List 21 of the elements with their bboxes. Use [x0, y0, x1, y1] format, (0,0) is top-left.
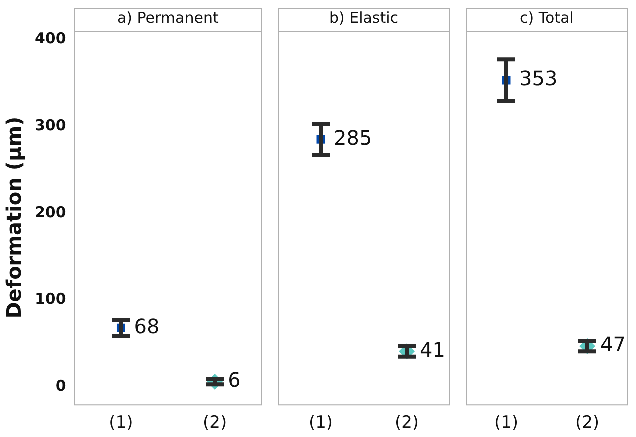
y-tick-label: 100 [35, 290, 66, 308]
x-tick-label: (2) [575, 413, 600, 434]
data-label: 285 [334, 126, 372, 150]
chart-title: a) Permanent [117, 8, 219, 27]
y-tick-label: 200 [35, 203, 66, 222]
x-tick-label: (2) [203, 413, 228, 434]
data-label: 353 [520, 66, 558, 91]
chart-title: b) Elastic [329, 8, 399, 27]
y-axis-title: Deformation (µm) [2, 116, 26, 319]
x-tick-label: (1) [308, 413, 334, 434]
y-tick-label: 400 [35, 30, 66, 48]
data-label: 47 [600, 332, 626, 357]
x-tick-label: (1) [494, 413, 519, 434]
y-tick-label: 300 [35, 116, 66, 134]
data-label: 41 [420, 338, 446, 362]
x-tick-label: (1) [109, 413, 134, 434]
y-tick-label: 0 [56, 377, 66, 396]
chart-title: c) Total [520, 8, 574, 27]
x-tick-label: (2) [394, 413, 420, 434]
data-label: 6 [228, 368, 241, 392]
data-label: 68 [134, 314, 160, 338]
